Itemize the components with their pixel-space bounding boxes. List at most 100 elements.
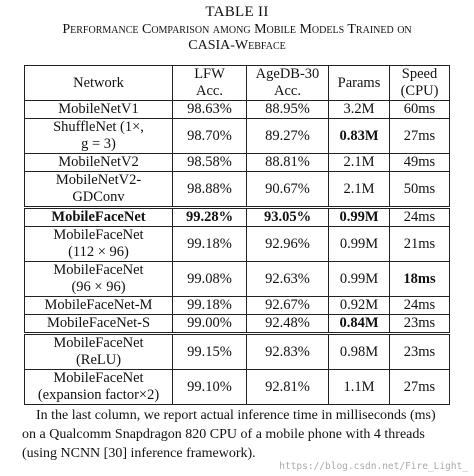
cell-speed-text: 50ms — [403, 180, 436, 197]
cell-agedb-text: 92.67% — [265, 297, 310, 313]
cell-params-text: 3.2M — [343, 101, 375, 117]
cell-params-text: 0.83M — [339, 127, 379, 144]
cell-params-text: 0.99M — [339, 235, 379, 252]
cell-lfw-text: 99.08% — [187, 270, 232, 287]
cell-agedb-text: 92.83% — [265, 343, 310, 360]
cell-network: MobileFaceNet — [24, 206, 173, 227]
cell-lfw-text: 99.10% — [187, 378, 232, 395]
table-row: ShuffleNet (1×, g = 3) 98.70% 89.27% 0.83M 2… — [24, 118, 450, 154]
cell-params: 0.83M — [328, 118, 390, 154]
cell-network: MobileFaceNet (112 × 96) — [24, 226, 173, 262]
cell-lfw: 99.08% — [172, 261, 247, 297]
cell-network: ShuffleNet (1×, g = 3) — [24, 118, 173, 154]
header-speed-text: Speed (CPU) — [400, 66, 439, 99]
header-speed: Speed (CPU) — [389, 65, 450, 101]
table-row: MobileNetV2 98.58% 88.81% 2.1M 49ms — [24, 153, 450, 172]
cell-speed-text: 27ms — [403, 127, 436, 144]
cell-speed-text: 18ms — [403, 270, 436, 287]
cell-network-text: MobileFaceNet-S — [46, 315, 151, 331]
cell-speed: 18ms — [389, 261, 450, 297]
cell-lfw-text: 99.00% — [187, 315, 232, 331]
footnote-line-3: (using NCNN [30] inference framework). — [22, 446, 256, 461]
watermark-url: https://blog.csdn.net/Fire_Light_ — [279, 461, 468, 472]
cell-network-text: MobileFaceNet — [51, 209, 146, 225]
cell-lfw: 99.18% — [172, 226, 247, 262]
table-row: MobileFaceNet (96 × 96) 99.08% 92.63% 0.99M… — [24, 261, 450, 297]
cell-agedb-text: 88.95% — [265, 101, 310, 117]
cell-params: 0.92M — [328, 296, 390, 315]
cell-lfw: 99.15% — [172, 332, 247, 370]
cell-params: 0.98M — [328, 332, 390, 370]
cell-params: 0.99M — [328, 261, 390, 297]
cell-params-text: 0.92M — [339, 297, 379, 313]
caption-line-1: Performance Comparison among Mobile Mode… — [62, 22, 412, 37]
cell-speed: 23ms — [389, 332, 450, 370]
table-caption: Performance Comparison among Mobile Mode… — [0, 22, 474, 54]
header-params: Params — [328, 65, 390, 101]
cell-network-text: MobileNetV2 — [58, 154, 139, 170]
header-row: Network LFW Acc. AgeDB-30 Acc. Params Sp… — [24, 65, 450, 101]
cell-lfw-text: 98.70% — [187, 127, 232, 144]
cell-params: 1.1M — [328, 369, 390, 405]
cell-params-text: 0.98M — [339, 343, 379, 360]
cell-speed-text: 23ms — [403, 315, 436, 331]
header-lfw-acc-text: LFW Acc. — [194, 66, 225, 99]
cell-speed: 27ms — [389, 369, 450, 405]
cell-agedb: 90.67% — [246, 171, 329, 208]
table-number: TABLE II — [205, 4, 269, 20]
cell-lfw-text: 98.88% — [187, 180, 232, 197]
table-row: MobileFaceNet (112 × 96) 99.18% 92.96% 0.99… — [24, 226, 450, 262]
cell-lfw: 99.18% — [172, 296, 247, 315]
cell-network-text: MobileFaceNet (112 × 96) — [53, 227, 144, 260]
cell-speed-text: 24ms — [403, 297, 436, 313]
cell-speed: 21ms — [389, 226, 450, 262]
cell-agedb-text: 88.81% — [265, 154, 310, 170]
cell-speed: 60ms — [389, 100, 450, 119]
cell-network: MobileFaceNet-M — [24, 296, 173, 315]
cell-params: 2.1M — [328, 153, 390, 172]
cell-speed-text: 24ms — [403, 209, 436, 225]
cell-params-text: 0.84M — [339, 315, 379, 331]
cell-agedb-text: 92.81% — [265, 378, 310, 395]
header-lfw-acc: LFW Acc. — [172, 65, 247, 101]
cell-params-text: 2.1M — [343, 180, 375, 197]
cell-network-text: MobileFaceNet (96 × 96) — [53, 262, 144, 295]
cell-network: MobileFaceNet-S — [24, 314, 173, 334]
cell-speed-text: 49ms — [403, 154, 436, 170]
cell-network: MobileFaceNet (ReLU) — [24, 332, 173, 370]
performance-table: Network LFW Acc. AgeDB-30 Acc. Params Sp… — [24, 65, 450, 405]
cell-speed-text: 23ms — [403, 343, 436, 360]
cell-lfw-text: 99.15% — [187, 343, 232, 360]
cell-network: MobileNetV1 — [24, 100, 173, 119]
table-row: MobileNetV2-GDConv 98.88% 90.67% 2.1M 50ms — [24, 171, 450, 208]
cell-lfw-text: 99.28% — [185, 209, 234, 225]
cell-network-text: MobileFaceNet (expansion factor×2) — [37, 370, 160, 403]
cell-lfw: 98.88% — [172, 171, 247, 208]
cell-network: MobileNetV2 — [24, 153, 173, 172]
cell-params: 0.99M — [328, 206, 390, 227]
cell-agedb-text: 90.67% — [265, 180, 310, 197]
cell-params: 0.84M — [328, 314, 390, 334]
cell-lfw: 99.28% — [172, 206, 247, 227]
cell-speed-text: 60ms — [403, 101, 436, 117]
cell-params-text: 2.1M — [343, 154, 375, 170]
cell-speed: 49ms — [389, 153, 450, 172]
cell-lfw-text: 99.18% — [187, 297, 232, 313]
cell-params: 2.1M — [328, 171, 390, 208]
cell-agedb: 92.48% — [246, 314, 329, 334]
header-agedb-acc: AgeDB-30 Acc. — [246, 65, 329, 101]
cell-network: MobileNetV2-GDConv — [24, 171, 173, 208]
cell-network: MobileFaceNet (96 × 96) — [24, 261, 173, 297]
cell-agedb: 92.67% — [246, 296, 329, 315]
header-network: Network — [24, 65, 173, 101]
cell-agedb: 93.05% — [246, 206, 329, 227]
table-row: MobileFaceNet 99.28% 93.05% 0.99M 24ms — [24, 206, 450, 227]
cell-agedb-text: 89.27% — [265, 127, 310, 144]
cell-params-text: 0.99M — [339, 209, 379, 225]
cell-speed: 23ms — [389, 314, 450, 334]
cell-lfw: 98.70% — [172, 118, 247, 154]
cell-agedb: 92.96% — [246, 226, 329, 262]
cell-params: 0.99M — [328, 226, 390, 262]
cell-network-text: MobileNetV2-GDConv — [55, 172, 142, 205]
